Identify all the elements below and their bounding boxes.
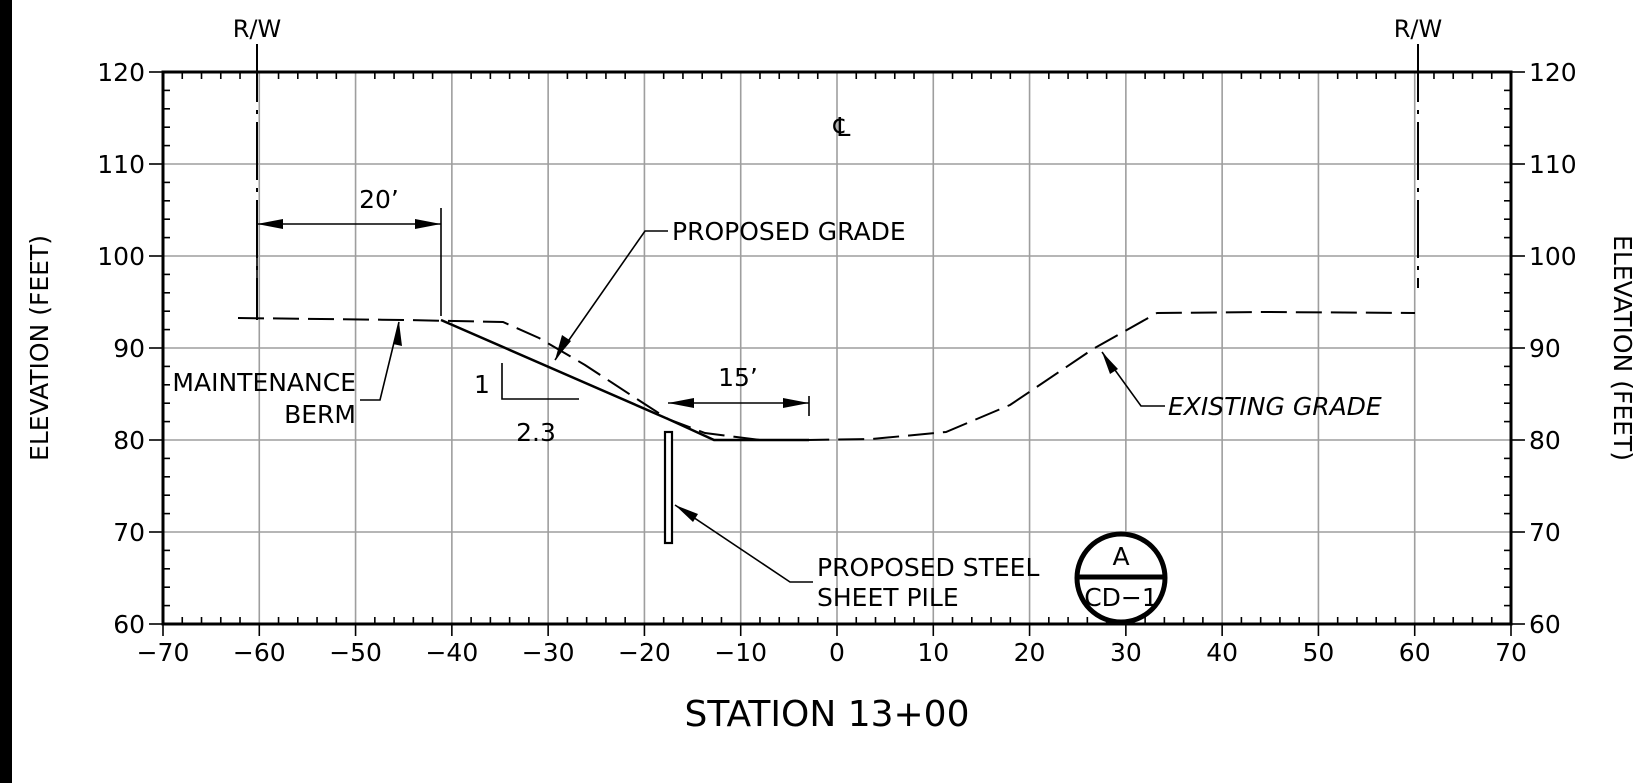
- x-tick-label: 40: [1206, 638, 1238, 667]
- x-tick-label: −20: [618, 638, 671, 667]
- existing-grade-line: [237, 310, 1416, 441]
- existing-grade-leader-arrow: [1102, 352, 1118, 374]
- dim-berm-arrow-right: [415, 219, 441, 229]
- y-tick-label-left: 80: [113, 426, 145, 455]
- rw-left-label: R/W: [233, 15, 282, 43]
- x-tick-label: −50: [329, 638, 382, 667]
- x-tick-label: 50: [1303, 638, 1335, 667]
- dim-pile-arrow-right: [783, 398, 809, 408]
- slope-run-label: 2.3: [516, 418, 556, 447]
- centerline-symbol: ℄: [833, 113, 851, 143]
- plot-frame: [161, 70, 1513, 626]
- y-tick-label-left: 70: [113, 518, 145, 547]
- y-tick-label-right: 60: [1529, 610, 1561, 639]
- y-tick-label-left: 60: [113, 610, 145, 639]
- proposed-grade-line: [440, 318, 809, 442]
- section-bubble-sheet: CD−1: [1084, 583, 1158, 612]
- y-tick-label-right: 100: [1529, 242, 1577, 271]
- x-tick-label: 20: [1014, 638, 1046, 667]
- y-tick-label-right: 110: [1529, 150, 1577, 179]
- x-axis-labels: −70 −60 −50 −40 −30 −20 −10 0 10 20 30 40 50 60 70: [137, 638, 1527, 667]
- dim-pile-label: 15’: [718, 363, 758, 392]
- x-tick-label: −10: [714, 638, 767, 667]
- y-axis-labels-right: 120 110 100 90 80 70 60: [1529, 58, 1577, 639]
- existing-grade-leader: [1101, 351, 1165, 407]
- berm-label-line2: BERM: [284, 400, 356, 429]
- sheet-pile-leader: [674, 504, 813, 583]
- x-tick-label: −70: [137, 638, 190, 667]
- slope-indicator: [501, 363, 579, 400]
- y-tick-label-right: 90: [1529, 334, 1561, 363]
- y-axis-labels-left: 120 110 100 90 80 70 60: [97, 58, 145, 639]
- berm-leader: [360, 321, 400, 401]
- x-tick-label: 10: [917, 638, 949, 667]
- grid-layer: [163, 72, 1511, 624]
- rw-right-label: R/W: [1394, 15, 1443, 43]
- dim-berm-arrow-left: [257, 219, 283, 229]
- x-tick-label: −40: [425, 638, 478, 667]
- x-tick-label: −60: [233, 638, 286, 667]
- existing-grade-label: EXISTING GRADE: [1168, 392, 1382, 421]
- dim-berm-label: 20’: [359, 185, 399, 214]
- cross-section-sheet: R/W R/W ℄ 20’ 15’ 1 2.3 PROPOSED GRADE E…: [12, 0, 1633, 783]
- sheet-pile-label-line1: PROPOSED STEEL: [817, 553, 1039, 582]
- sheet-pile-label-line2: SHEET PILE: [817, 583, 959, 612]
- x-tick-label: −30: [522, 638, 575, 667]
- proposed-grade-leader: [554, 230, 668, 361]
- sheet-pile-leader-arrow: [675, 505, 698, 522]
- y-tick-label-left: 110: [97, 150, 145, 179]
- left-axis-title: ELEVATION (FEET): [25, 235, 54, 461]
- proposed-grade-leader-arrow: [555, 335, 571, 360]
- x-tick-label: 0: [829, 638, 845, 667]
- y-tick-label-left: 120: [97, 58, 145, 87]
- slope-rise-label: 1: [474, 370, 490, 399]
- station-title: STATION 13+00: [685, 694, 970, 735]
- sheet-pile: [663, 430, 674, 545]
- section-bubble-letter: A: [1112, 542, 1129, 571]
- y-tick-label-left: 90: [113, 334, 145, 363]
- x-tick-label: 30: [1110, 638, 1142, 667]
- y-tick-label-left: 100: [97, 242, 145, 271]
- berm-label-line1: MAINTENANCE: [172, 368, 356, 397]
- y-tick-label-right: 80: [1529, 426, 1561, 455]
- cross-section-drawing: R/W R/W ℄ 20’ 15’ 1 2.3 PROPOSED GRADE E…: [25, 15, 1633, 735]
- right-axis-title: ELEVATION (FEET): [1608, 235, 1633, 461]
- y-tick-label-right: 70: [1529, 518, 1561, 547]
- x-tick-label: 70: [1495, 638, 1527, 667]
- y-tick-label-right: 120: [1529, 58, 1577, 87]
- dim-pile-arrow-left: [668, 398, 694, 408]
- x-tick-label: 60: [1399, 638, 1431, 667]
- proposed-grade-label: PROPOSED GRADE: [672, 217, 906, 246]
- berm-leader-arrow: [393, 322, 402, 346]
